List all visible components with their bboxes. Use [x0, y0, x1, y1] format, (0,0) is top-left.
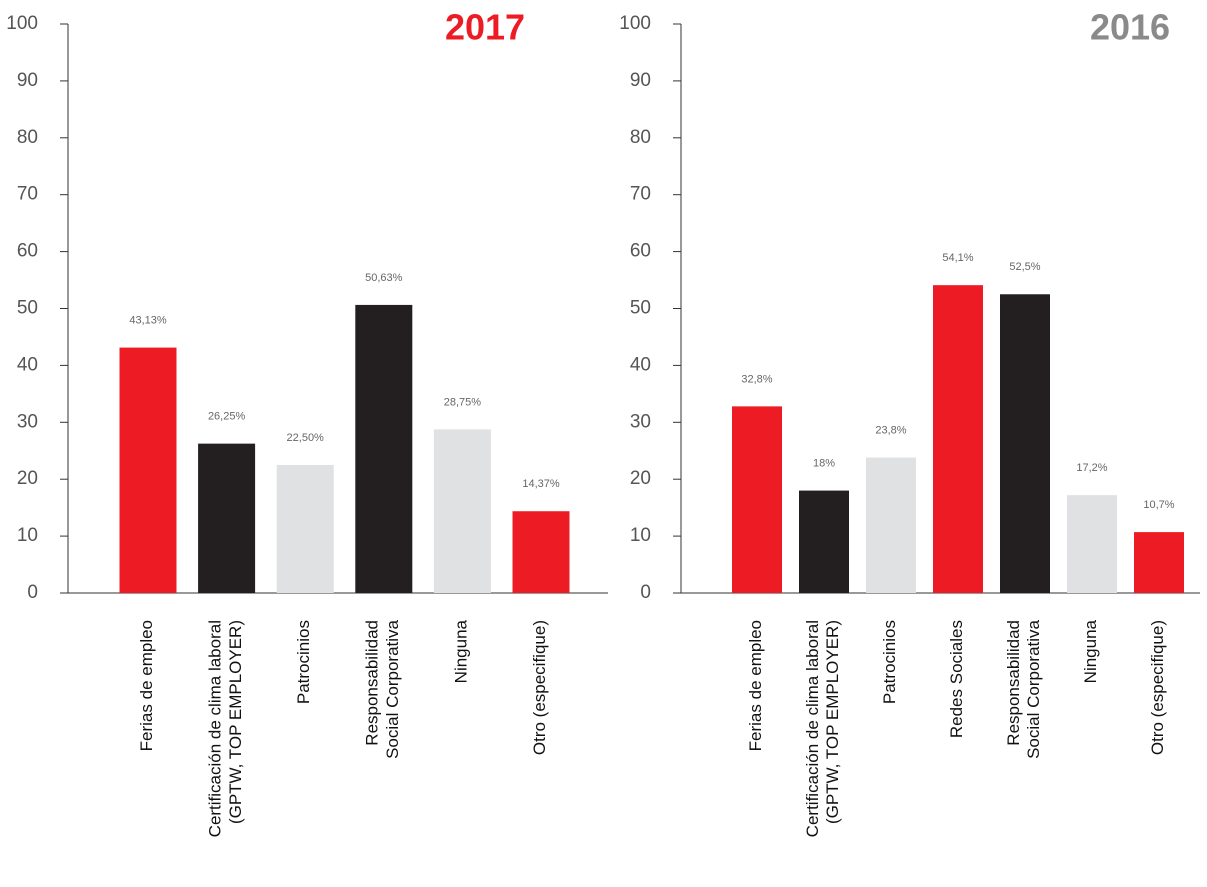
- x-tick-label: Certificación de clima laboral(GPTW, TOP…: [206, 620, 245, 837]
- value-label: 26,25%: [208, 411, 246, 423]
- y-tick-label: 70: [630, 184, 651, 205]
- y-tick-label: 90: [17, 70, 38, 91]
- y-tick-label: 90: [630, 70, 651, 91]
- y-tick-label: 100: [6, 13, 38, 34]
- y-tick-label: 80: [17, 127, 38, 148]
- value-label: 28,75%: [444, 396, 482, 408]
- bar: [1067, 495, 1117, 593]
- y-tick-label: 0: [27, 582, 38, 603]
- bar: [276, 464, 334, 593]
- value-label: 22,50%: [287, 432, 325, 444]
- bar: [933, 285, 983, 593]
- y-tick-label: 50: [17, 298, 38, 319]
- x-tick-label: Patrocinios: [880, 620, 899, 704]
- value-label: 18%: [813, 457, 835, 469]
- value-label: 50,63%: [365, 272, 403, 284]
- bar: [799, 490, 849, 593]
- bar: [355, 304, 413, 593]
- bar: [119, 347, 177, 593]
- y-tick-label: 100: [619, 13, 651, 34]
- y-tick-label: 20: [17, 468, 38, 489]
- chart-title: 2016: [1090, 7, 1170, 48]
- y-tick-label: 40: [630, 354, 651, 375]
- bar: [1000, 294, 1050, 593]
- x-tick-label: ResponsabilidadSocial Corporativa: [363, 619, 402, 758]
- value-label: 17,2%: [1076, 462, 1107, 474]
- chart: 2017 0 10 20 30 40 50 60 70 80 90 100 43,13% Ferias d…: [6, 7, 608, 837]
- bar: [1134, 532, 1184, 593]
- x-tick-label: Certificación de clima laboral(GPTW, TOP…: [803, 620, 842, 837]
- value-label: 43,13%: [129, 314, 167, 326]
- x-tick-label: ResponsabilidadSocial Corporativa: [1004, 619, 1043, 758]
- bar: [732, 406, 782, 593]
- x-tick-label: Patrocinios: [295, 620, 314, 704]
- value-label: 54,1%: [942, 252, 973, 264]
- y-tick-label: 50: [630, 298, 651, 319]
- bar: [433, 429, 491, 593]
- x-tick-label: Redes Sociales: [947, 620, 966, 738]
- y-tick-label: 80: [630, 127, 651, 148]
- x-tick-label: Ferias de empleo: [137, 620, 156, 751]
- value-label: 14,37%: [522, 478, 560, 490]
- x-tick-label: Otro (especifique): [530, 620, 549, 755]
- y-tick-label: 30: [17, 411, 38, 432]
- value-label: 10,7%: [1143, 499, 1174, 511]
- value-label: 52,5%: [1009, 261, 1040, 273]
- value-label: 32,8%: [741, 373, 772, 385]
- x-tick-label: Ninguna: [1081, 619, 1100, 683]
- bar: [866, 457, 916, 593]
- y-tick-label: 20: [630, 468, 651, 489]
- y-tick-label: 10: [630, 525, 651, 546]
- value-label: 23,8%: [875, 424, 906, 436]
- x-tick-label: Ferias de empleo: [746, 620, 765, 751]
- bar: [512, 511, 570, 593]
- chart-title: 2017: [445, 7, 525, 48]
- y-tick-label: 40: [17, 354, 38, 375]
- y-tick-label: 70: [17, 184, 38, 205]
- y-tick-label: 60: [630, 241, 651, 262]
- chart: 2016 0 10 20 30 40 50 60 70 80 90 100 32,8% Ferias de…: [619, 7, 1200, 837]
- y-tick-label: 60: [17, 241, 38, 262]
- bar: [198, 443, 256, 593]
- x-tick-label: Otro (especifique): [1148, 620, 1167, 755]
- y-tick-label: 0: [640, 582, 651, 603]
- y-tick-label: 10: [17, 525, 38, 546]
- x-tick-label: Ninguna: [452, 619, 471, 683]
- y-tick-label: 30: [630, 411, 651, 432]
